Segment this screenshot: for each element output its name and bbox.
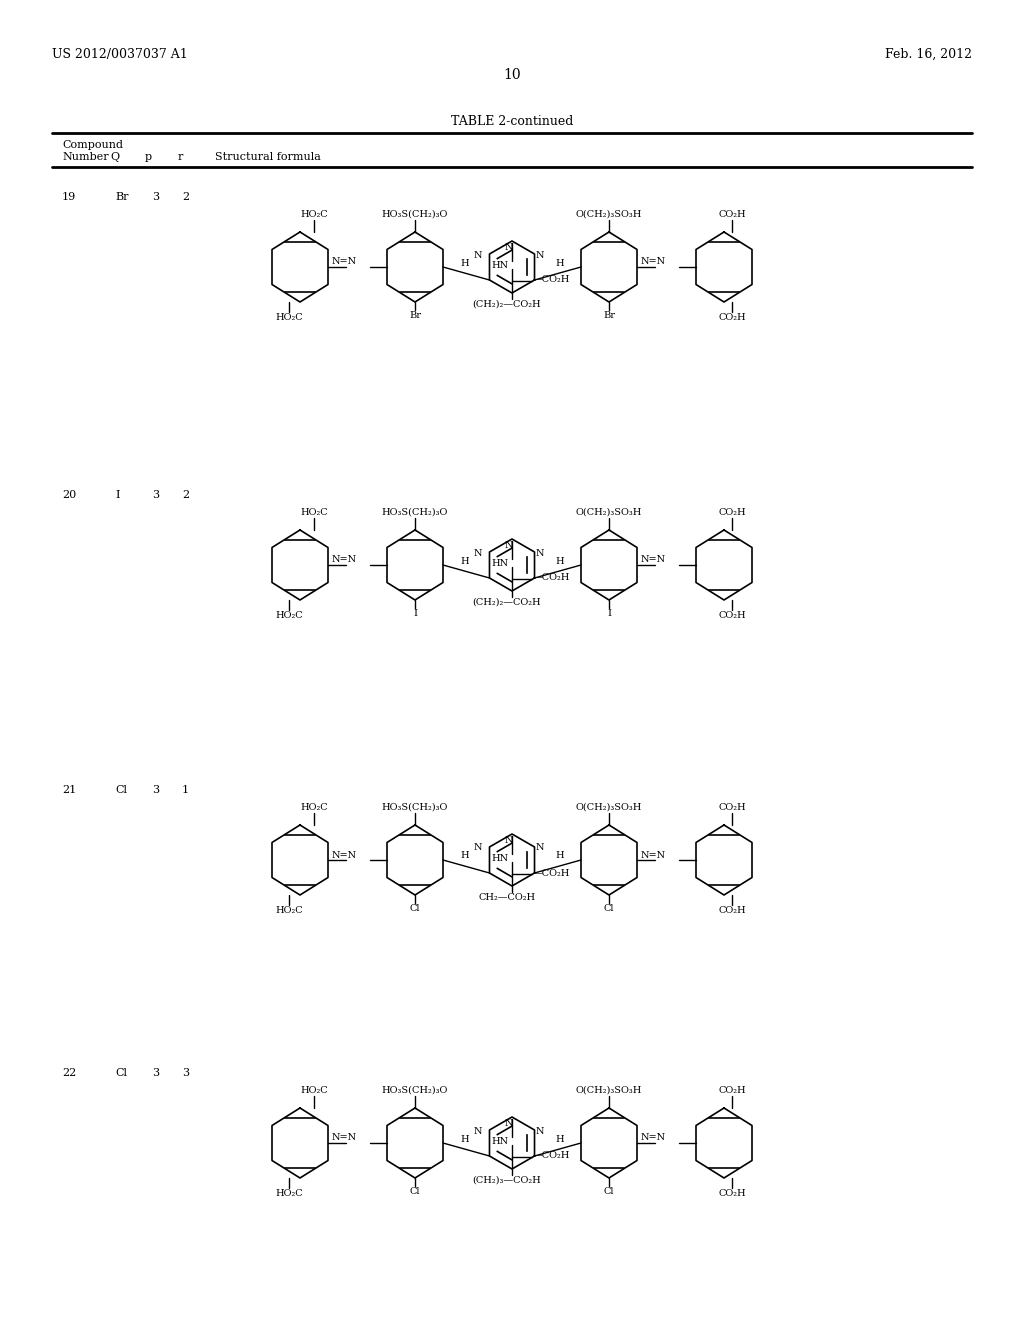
Text: Structural formula: Structural formula	[215, 152, 321, 162]
Text: (CH₂)₃—CO₂H: (CH₂)₃—CO₂H	[473, 1176, 542, 1185]
Text: —CO₂H: —CO₂H	[534, 1151, 570, 1160]
Text: 3: 3	[152, 785, 159, 795]
Text: CO₂H: CO₂H	[719, 803, 746, 812]
Text: —CO₂H: —CO₂H	[534, 276, 570, 285]
Text: 10: 10	[503, 69, 521, 82]
Text: N: N	[536, 549, 544, 557]
Text: 2: 2	[182, 490, 189, 500]
Text: N=N: N=N	[332, 850, 357, 859]
Text: Br: Br	[409, 312, 421, 319]
Text: N=N: N=N	[332, 1134, 357, 1143]
Text: H: H	[555, 1134, 564, 1143]
Text: N=N: N=N	[641, 556, 666, 565]
Text: 3: 3	[152, 191, 159, 202]
Text: TABLE 2-continued: TABLE 2-continued	[451, 115, 573, 128]
Text: HO₂C: HO₂C	[300, 1086, 328, 1096]
Text: Cl: Cl	[604, 1187, 614, 1196]
Text: HO₂C: HO₂C	[275, 313, 303, 322]
Text: I: I	[607, 609, 611, 618]
Text: N=N: N=N	[641, 257, 666, 267]
Text: Cl: Cl	[410, 904, 420, 913]
Text: N: N	[474, 1126, 482, 1135]
Text: CO₂H: CO₂H	[719, 1086, 746, 1096]
Text: CO₂H: CO₂H	[719, 1189, 746, 1199]
Text: 22: 22	[62, 1068, 76, 1078]
Text: HO₂C: HO₂C	[275, 1189, 303, 1199]
Text: r: r	[178, 152, 183, 162]
Text: N: N	[505, 836, 513, 845]
Text: Q: Q	[110, 152, 119, 162]
Text: H: H	[460, 851, 469, 861]
Text: N=N: N=N	[332, 257, 357, 267]
Text: Br: Br	[115, 191, 128, 202]
Text: HO₂C: HO₂C	[300, 803, 328, 812]
Text: HN: HN	[492, 558, 509, 568]
Text: CO₂H: CO₂H	[719, 906, 746, 915]
Text: HO₃S(CH₂)₃O: HO₃S(CH₂)₃O	[382, 210, 449, 219]
Text: H: H	[555, 259, 564, 268]
Text: HN: HN	[492, 1137, 509, 1146]
Text: 20: 20	[62, 490, 76, 500]
Text: Cl: Cl	[604, 904, 614, 913]
Text: CH₂—CO₂H: CH₂—CO₂H	[478, 894, 536, 902]
Text: N: N	[536, 1126, 544, 1135]
Text: N=N: N=N	[641, 850, 666, 859]
Text: Cl: Cl	[410, 1187, 420, 1196]
Text: N: N	[505, 541, 513, 550]
Text: 3: 3	[182, 1068, 189, 1078]
Text: Feb. 16, 2012: Feb. 16, 2012	[885, 48, 972, 61]
Text: HO₂C: HO₂C	[300, 508, 328, 517]
Text: 21: 21	[62, 785, 76, 795]
Text: H: H	[555, 851, 564, 861]
Text: CO₂H: CO₂H	[719, 313, 746, 322]
Text: Number: Number	[62, 152, 109, 162]
Text: HN: HN	[492, 261, 509, 271]
Text: H: H	[460, 557, 469, 565]
Text: CO₂H: CO₂H	[719, 611, 746, 620]
Text: 3: 3	[152, 490, 159, 500]
Text: I: I	[413, 609, 417, 618]
Text: Compound: Compound	[62, 140, 123, 150]
Text: N=N: N=N	[641, 1134, 666, 1143]
Text: HO₃S(CH₂)₃O: HO₃S(CH₂)₃O	[382, 508, 449, 517]
Text: N: N	[474, 251, 482, 260]
Text: (CH₂)₂—CO₂H: (CH₂)₂—CO₂H	[473, 598, 542, 607]
Text: O(CH₂)₃SO₃H: O(CH₂)₃SO₃H	[575, 508, 642, 517]
Text: p: p	[145, 152, 153, 162]
Text: HO₃S(CH₂)₃O: HO₃S(CH₂)₃O	[382, 803, 449, 812]
Text: HO₂C: HO₂C	[275, 906, 303, 915]
Text: H: H	[460, 1134, 469, 1143]
Text: HN: HN	[492, 854, 509, 863]
Text: N: N	[505, 243, 513, 252]
Text: 1: 1	[182, 785, 189, 795]
Text: N: N	[505, 1119, 513, 1129]
Text: Cl: Cl	[115, 785, 127, 795]
Text: 3: 3	[152, 1068, 159, 1078]
Text: H: H	[555, 557, 564, 565]
Text: CO₂H: CO₂H	[719, 210, 746, 219]
Text: N: N	[474, 549, 482, 557]
Text: N=N: N=N	[332, 556, 357, 565]
Text: O(CH₂)₃SO₃H: O(CH₂)₃SO₃H	[575, 210, 642, 219]
Text: Cl: Cl	[115, 1068, 127, 1078]
Text: O(CH₂)₃SO₃H: O(CH₂)₃SO₃H	[575, 1086, 642, 1096]
Text: HO₂C: HO₂C	[275, 611, 303, 620]
Text: HO₂C: HO₂C	[300, 210, 328, 219]
Text: H: H	[460, 259, 469, 268]
Text: N: N	[536, 251, 544, 260]
Text: (CH₂)₂—CO₂H: (CH₂)₂—CO₂H	[473, 300, 542, 309]
Text: 2: 2	[182, 191, 189, 202]
Text: US 2012/0037037 A1: US 2012/0037037 A1	[52, 48, 187, 61]
Text: N: N	[536, 843, 544, 853]
Text: CO₂H: CO₂H	[719, 508, 746, 517]
Text: HO₃S(CH₂)₃O: HO₃S(CH₂)₃O	[382, 1086, 449, 1096]
Text: N: N	[474, 843, 482, 853]
Text: —CO₂H: —CO₂H	[534, 869, 570, 878]
Text: 19: 19	[62, 191, 76, 202]
Text: Br: Br	[603, 312, 615, 319]
Text: I: I	[115, 490, 120, 500]
Text: O(CH₂)₃SO₃H: O(CH₂)₃SO₃H	[575, 803, 642, 812]
Text: —CO₂H: —CO₂H	[534, 573, 570, 582]
